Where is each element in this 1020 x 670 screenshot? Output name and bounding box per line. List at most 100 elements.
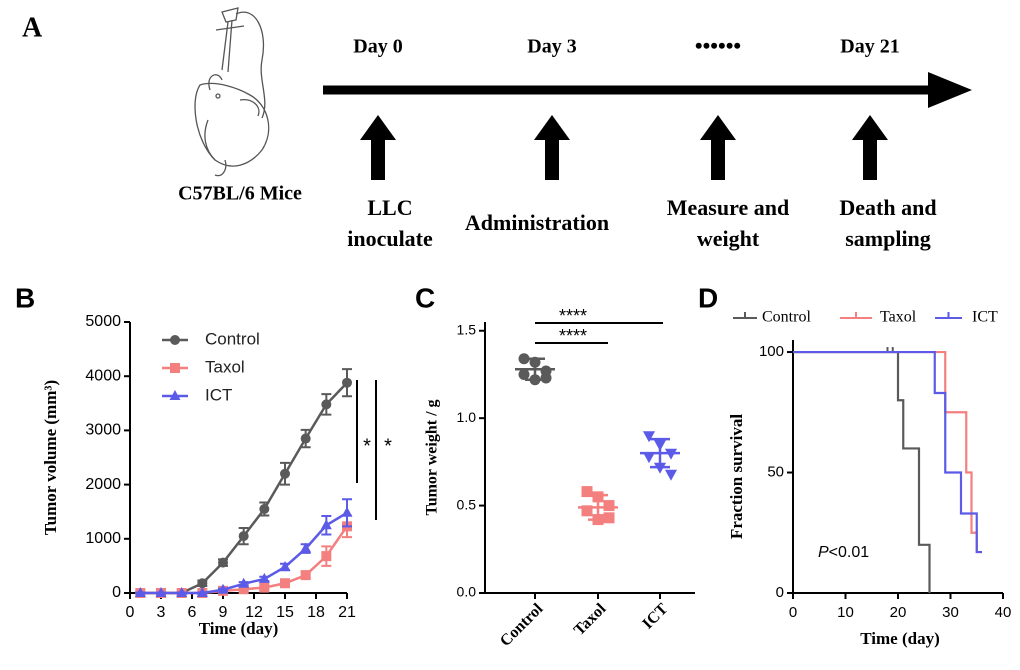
step-label: sampling — [845, 226, 931, 251]
x-tick-label: 15 — [276, 604, 294, 621]
y-tick-label: 2000 — [85, 476, 121, 493]
up-arrow — [534, 115, 570, 180]
day-label: Day 3 — [527, 36, 576, 58]
legend-label: Control — [762, 309, 811, 326]
y-tick-label: 0 — [776, 584, 784, 601]
y-tick-label: 0.0 — [457, 584, 477, 600]
x-tick-label: 20 — [890, 604, 907, 621]
y-axis-label: Tumor volume (mm³) — [41, 380, 60, 535]
marker — [540, 372, 552, 384]
marker — [218, 557, 228, 568]
marker — [603, 512, 615, 524]
up-arrow — [700, 115, 736, 180]
day-label: Day 21 — [840, 36, 899, 58]
step-label: Administration — [465, 210, 609, 235]
p-value-italic: P — [818, 544, 829, 561]
marker — [341, 506, 353, 517]
y-tick-label: 3000 — [85, 422, 121, 439]
mouse-label: C57BL/6 Mice — [178, 183, 302, 205]
marker — [238, 577, 250, 588]
y-tick-label: 5000 — [85, 313, 121, 330]
x-axis-label: Time (day) — [199, 619, 279, 638]
significance-label: * — [363, 435, 371, 457]
marker — [170, 335, 180, 345]
p-value-text: <0.01 — [829, 544, 870, 561]
marker — [581, 486, 593, 498]
x-tick-label: 9 — [219, 604, 228, 621]
x-tick-label: 18 — [307, 604, 325, 621]
survival-curve — [793, 350, 982, 554]
day-label: Day 0 — [353, 36, 402, 58]
step-label: weight — [697, 226, 760, 251]
marker — [664, 469, 678, 481]
significance-label: * — [384, 435, 392, 457]
up-arrow — [852, 115, 888, 180]
y-axis-label: Fraction survival — [727, 414, 746, 539]
up-arrow — [360, 115, 396, 180]
y-tick-label: 4000 — [85, 367, 121, 384]
x-tick-label: Control — [497, 600, 547, 650]
significance-label: **** — [559, 306, 587, 326]
legend-label: ICT — [205, 385, 232, 404]
marker — [259, 582, 270, 593]
sd-bar — [588, 493, 608, 521]
marker — [217, 583, 229, 594]
significance-label: **** — [559, 326, 587, 346]
marker — [176, 587, 188, 597]
x-tick-label: 3 — [157, 604, 166, 621]
legend-label: Taxol — [880, 309, 917, 326]
legend-line — [935, 312, 962, 319]
marker — [197, 578, 208, 589]
p-value: P<0.01 — [818, 544, 869, 561]
step-label: Death and — [839, 195, 936, 220]
y-tick-label: 100 — [759, 343, 784, 360]
marker — [321, 399, 332, 410]
marker — [280, 468, 290, 479]
marker — [603, 500, 615, 512]
marker — [300, 570, 311, 581]
x-tick-label: 12 — [245, 604, 263, 621]
x-tick-label: 40 — [995, 604, 1012, 621]
day-label: •••••• — [695, 33, 741, 58]
x-tick-label: 0 — [789, 604, 797, 621]
legend-line — [840, 312, 872, 319]
legend-line — [733, 312, 757, 319]
x-tick-label: 6 — [188, 604, 197, 621]
y-tick-label: 1.0 — [457, 409, 477, 425]
marker — [169, 390, 181, 400]
step-label: LLC — [367, 195, 412, 220]
timeline-arrowhead — [928, 72, 972, 108]
y-tick-label: 1.5 — [457, 321, 477, 337]
step-label: Measure and — [667, 195, 789, 220]
legend-label: Taxol — [205, 357, 245, 376]
marker — [134, 587, 146, 597]
legend-label: ICT — [972, 309, 998, 326]
series-line — [140, 381, 348, 595]
marker — [238, 531, 249, 542]
x-tick-label: ICT — [639, 600, 671, 632]
legend-label: Control — [205, 329, 260, 348]
marker — [342, 377, 352, 388]
x-tick-label: 0 — [126, 604, 135, 621]
marker — [518, 368, 530, 380]
marker — [259, 503, 270, 514]
y-tick-label: 0.5 — [457, 496, 477, 512]
x-tick-label: 21 — [338, 604, 356, 621]
panel-label: B — [15, 282, 35, 313]
marker — [196, 587, 208, 597]
x-tick-label: 10 — [837, 604, 854, 621]
y-tick-label: 50 — [767, 463, 784, 480]
x-tick-label: 30 — [942, 604, 959, 621]
marker — [258, 572, 270, 583]
panel-label: D — [698, 282, 718, 313]
panel-label: A — [22, 12, 43, 43]
step-label: inoculate — [347, 226, 433, 251]
marker — [518, 353, 530, 365]
marker — [170, 363, 180, 373]
marker — [581, 505, 593, 517]
marker — [279, 560, 291, 571]
x-tick-label: Taxol — [571, 600, 610, 639]
marker — [238, 584, 249, 595]
y-axis-label: Tumor weight / g — [424, 399, 441, 515]
